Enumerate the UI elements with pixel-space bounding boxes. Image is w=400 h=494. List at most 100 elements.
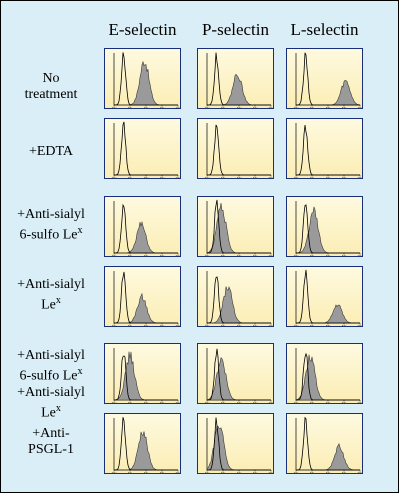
x-tick-label: 10² [326,255,331,258]
histogram-panel-r3-l-selectin: 10⁰ 10¹ 10² 10³ 10⁴ [286,196,363,257]
x-tick-label: 10² [144,177,149,180]
x-tick-label: 10¹ [221,177,226,180]
x-tick-label: 10⁰ [205,402,211,405]
x-tick-label: 10⁰ [205,472,211,475]
x-tick-label: 10³ [342,255,347,258]
stained-histogram [296,304,360,324]
histogram-panel-r6-p-selectin: 10⁰ 10¹ 10² 10³ 10⁴ [197,413,274,474]
x-tick-label: 10¹ [310,325,315,328]
histogram-svg: 10⁰ 10¹ 10² 10³ 10⁴ [112,121,181,180]
x-tick-label: 10³ [253,255,258,258]
control-histogram [207,348,271,401]
stained-histogram [206,357,271,401]
histogram-svg: 10⁰ 10¹ 10² 10³ 10⁴ [205,123,274,180]
row-label-3: +Anti-sialyl 6-sulfo Lex [17,207,85,243]
control-histogram [114,121,178,176]
x-tick-label: 10⁴ [269,177,274,180]
control-histogram [207,276,271,324]
x-tick-label: 10¹ [128,402,133,405]
histogram-svg: 10⁰ 10¹ 10² 10³ 10⁴ [112,417,180,475]
x-tick-label: 10⁴ [269,255,274,258]
control-histogram [207,417,271,471]
x-tick-label: 10⁴ [269,107,274,110]
histogram-panel-r1-e-selectin: 10⁰ 10¹ 10² 10³ 10⁴ [104,48,181,109]
x-tick-label: 10⁴ [176,402,181,405]
x-tick-label: 10⁰ [294,472,300,475]
histogram-svg: 10⁰ 10¹ 10² 10³ 10⁴ [112,201,181,258]
stained-histogram [295,354,360,401]
histogram-panel-r2-p-selectin: 10⁰ 10¹ 10² 10³ 10⁴ [197,118,274,179]
histogram-svg: 10⁰ 10¹ 10² 10³ 10⁴ [294,416,362,475]
x-tick-label: 10⁰ [112,402,118,405]
row-label-5: +Anti-sialyl 6-sulfo Lex +Anti-sialyl Lex [17,348,85,421]
control-histogram [114,203,178,254]
control-histogram [207,124,271,176]
row-label-6: +Anti- PSGL-1 [28,426,74,457]
x-tick-label: 10² [326,107,331,110]
control-histogram [114,52,178,106]
stained-histogram [113,351,178,401]
x-tick-label: 10³ [342,472,347,475]
control-histogram [114,355,178,401]
x-tick-label: 10⁰ [112,107,118,110]
control-histogram [296,204,360,254]
x-tick-label: 10¹ [310,255,315,258]
x-tick-label: 10⁴ [358,402,363,405]
x-tick-label: 10⁰ [205,177,211,180]
column-header-e-selectin: E-selectin [108,20,177,39]
x-tick-label: 10⁰ [112,325,118,328]
x-tick-label: 10⁴ [358,325,363,328]
stained-histogram [207,73,271,106]
x-tick-label: 10³ [160,255,165,258]
histogram-panel-r6-l-selectin: 10⁰ 10¹ 10² 10³ 10⁴ [286,413,363,474]
x-tick-label: 10⁰ [205,107,211,110]
histogram-panel-r6-e-selectin: 10⁰ 10¹ 10² 10³ 10⁴ [104,413,181,474]
x-tick-label: 10² [237,107,242,110]
x-tick-label: 10² [326,402,331,405]
x-tick-label: 10⁰ [294,177,300,180]
row-label-4: +Anti-sialyl Lex [17,277,85,313]
histogram-panel-r3-p-selectin: 10⁰ 10¹ 10² 10³ 10⁴ [197,196,274,257]
control-histogram [296,416,360,471]
histogram-panel-r4-e-selectin: 10⁰ 10¹ 10² 10³ 10⁴ [104,266,181,327]
x-tick-label: 10¹ [128,107,133,110]
x-tick-label: 10³ [160,472,165,475]
histogram-svg: 10⁰ 10¹ 10² 10³ 10⁴ [205,271,273,326]
x-tick-label: 10¹ [310,177,315,180]
x-tick-label: 10⁰ [112,177,118,180]
control-histogram [207,199,271,254]
control-histogram [114,417,178,471]
x-tick-label: 10⁴ [176,177,181,180]
x-tick-label: 10⁴ [269,402,274,405]
x-tick-label: 10⁰ [112,472,118,475]
stained-histogram [114,431,178,471]
histogram-svg: 10⁰ 10¹ 10² 10³ 10⁴ [112,271,180,328]
x-tick-label: 10² [144,255,149,258]
histogram-panel-r1-p-selectin: 10⁰ 10¹ 10² 10³ 10⁴ [197,48,274,109]
x-tick-label: 10⁴ [358,255,363,258]
x-tick-label: 10⁰ [205,255,211,258]
stained-histogram [206,425,271,471]
histogram-svg: 10⁰ 10¹ 10² 10³ 10⁴ [205,417,273,475]
x-tick-label: 10⁰ [294,255,300,258]
x-tick-label: 10⁰ [294,107,300,110]
histogram-svg: 10⁰ 10¹ 10² 10³ 10⁴ [294,52,363,110]
control-histogram [296,352,360,401]
x-tick-label: 10³ [253,177,258,180]
histogram-svg: 10⁰ 10¹ 10² 10³ 10⁴ [294,123,362,180]
stained-histogram [296,79,361,106]
control-histogram [207,52,271,106]
x-tick-label: 10¹ [128,472,133,475]
x-tick-label: 10³ [342,325,347,328]
stained-histogram [296,206,360,254]
x-tick-label: 10¹ [221,255,226,258]
stained-histogram [296,443,360,471]
x-tick-label: 10³ [342,107,347,110]
histogram-svg: 10⁰ 10¹ 10² 10³ 10⁴ [205,199,274,258]
x-tick-label: 10⁴ [176,255,181,258]
histogram-panel-r3-e-selectin: 10⁰ 10¹ 10² 10³ 10⁴ [104,196,181,257]
x-tick-label: 10⁴ [358,107,363,110]
x-tick-label: 10³ [253,107,258,110]
x-tick-label: 10³ [342,402,347,405]
stained-histogram [114,220,178,254]
